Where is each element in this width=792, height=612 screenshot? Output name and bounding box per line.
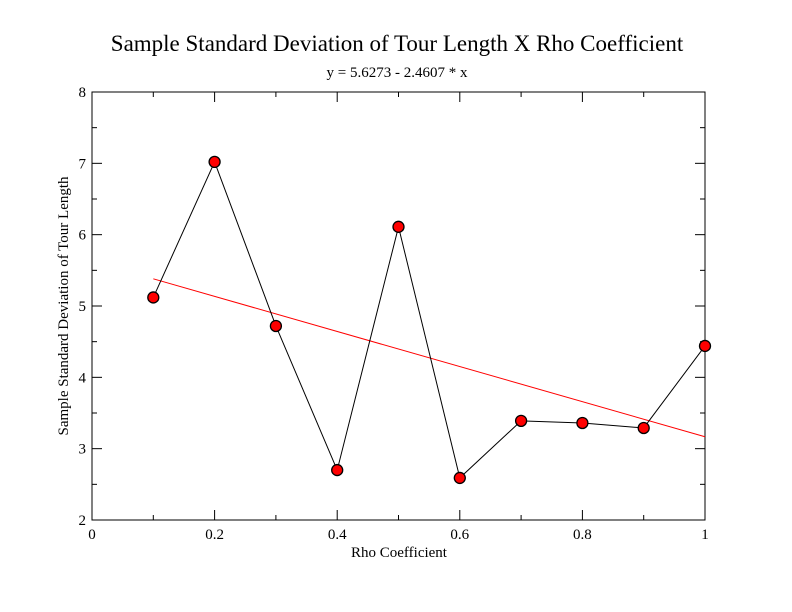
- x-axis-label: Rho Coefficient: [351, 545, 448, 561]
- data-point: [576, 416, 589, 430]
- x-tick-label: 1: [701, 527, 709, 543]
- y-tick-label: 8: [79, 85, 87, 101]
- y-tick-label: 7: [79, 156, 87, 172]
- y-tick-label: 5: [79, 299, 87, 315]
- plot-frame: [91, 91, 706, 521]
- x-tick-label: 0.8: [573, 527, 592, 543]
- data-point: [698, 339, 712, 353]
- x-tick-label: 0: [88, 527, 96, 543]
- y-axis-label: Sample Standard Deviation of Tour Length: [56, 176, 72, 436]
- x-tick-label: 0.6: [450, 527, 469, 543]
- y-tick-label: 4: [79, 370, 87, 386]
- axis-ticks: 0 0.2 0.4 0.6 0.8 1 2 3 4 5 6 7 8: [79, 85, 709, 543]
- data-point: [514, 414, 528, 427]
- data-point: [392, 220, 405, 233]
- series-line: [152, 160, 706, 479]
- data-point: [147, 291, 160, 304]
- data-point: [208, 155, 221, 169]
- plot-border: [91, 91, 706, 521]
- y-tick-label: 3: [79, 442, 87, 458]
- y-tick-label: 6: [79, 228, 87, 244]
- chart-title: Sample Standard Deviation of Tour Length…: [111, 31, 684, 56]
- chart-subtitle: y = 5.6273 - 2.4607 * x: [327, 65, 468, 81]
- data-point: [331, 463, 344, 477]
- series-layer: [147, 155, 712, 485]
- data-point: [637, 421, 650, 435]
- x-tick-label: 0.2: [205, 527, 224, 543]
- data-point: [269, 319, 283, 333]
- regression-line: [153, 278, 706, 438]
- data-point: [453, 471, 466, 485]
- y-tick-label: 2: [79, 513, 87, 529]
- x-tick-label: 0.4: [328, 527, 347, 543]
- regression-layer: [153, 278, 706, 438]
